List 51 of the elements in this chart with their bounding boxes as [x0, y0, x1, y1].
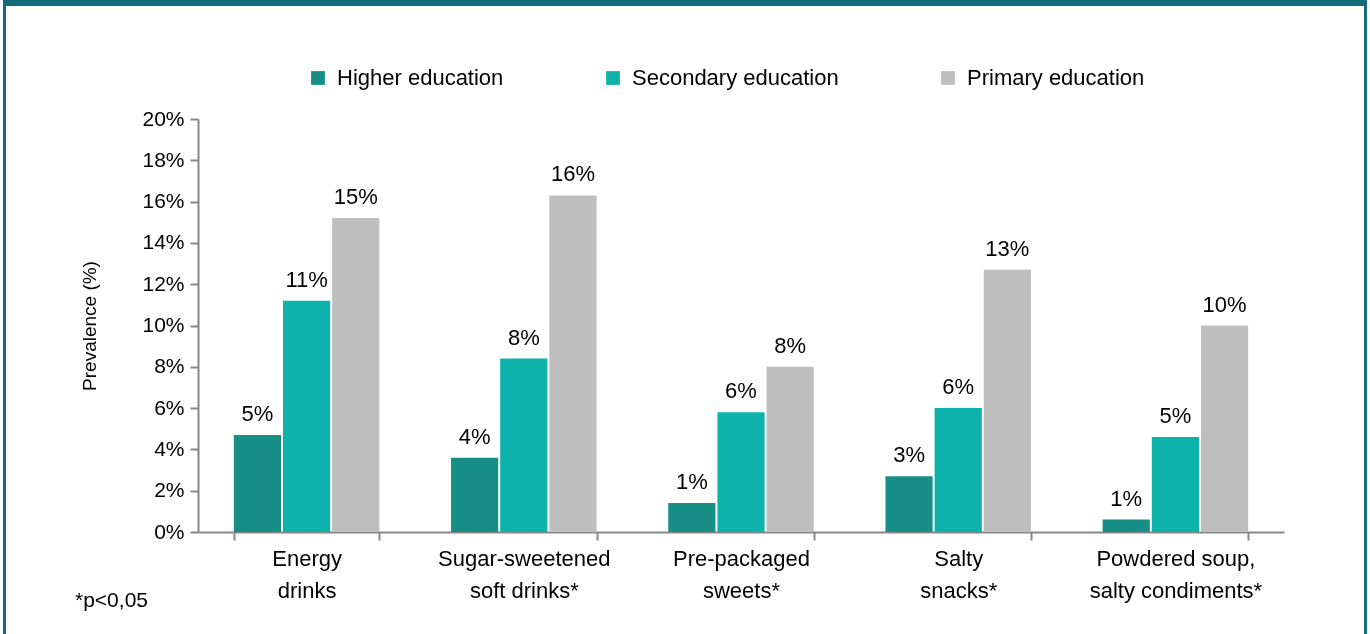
data-label: 10%: [1202, 291, 1247, 317]
bar: [1151, 437, 1199, 532]
data-label: 6%: [725, 378, 757, 404]
bar: [983, 269, 1031, 532]
legend-label: Secondary education: [632, 65, 839, 90]
x-tick-label: Sugar-sweetened soft drinks*: [438, 545, 611, 603]
y-tick-label: 2%: [154, 478, 185, 502]
bar: [885, 476, 933, 532]
y-tick-label: 10%: [142, 313, 185, 336]
bar: [1200, 325, 1249, 532]
data-label: 8%: [774, 332, 807, 358]
data-label: 8%: [507, 324, 540, 350]
y-tick-label: 0%: [154, 519, 185, 543]
data-label: 6%: [942, 374, 975, 400]
data-label: 5%: [1159, 403, 1192, 429]
y-tick-label: 6%: [154, 395, 185, 419]
bar: [451, 457, 499, 532]
text: *p<0,05: [75, 588, 148, 611]
data-label: 1%: [1110, 485, 1143, 511]
data-label: 3%: [893, 442, 925, 468]
data-label: 16%: [550, 161, 595, 187]
x-tick-label: Salty snacks*: [920, 545, 998, 603]
y-tick-label: 12%: [142, 271, 185, 295]
y-tick-label: 8%: [154, 354, 185, 378]
data-label: 11%: [285, 266, 328, 292]
y-tick-label: 18%: [142, 147, 185, 171]
bar: [549, 195, 597, 532]
data-label: 15%: [333, 184, 378, 210]
bar: [500, 358, 548, 532]
y-tick-label: 16%: [142, 189, 185, 213]
x-tick-label: Energy drinks: [272, 545, 342, 603]
bar: [332, 218, 380, 532]
legend-label: Higher education: [337, 65, 504, 90]
bar: [766, 366, 814, 532]
data-label: 13%: [985, 235, 1030, 261]
bar: [233, 434, 282, 532]
bar: [717, 412, 765, 532]
bar: [934, 408, 982, 532]
bar: [668, 503, 716, 532]
data-label: 5%: [241, 400, 274, 426]
y-tick-label: 4%: [154, 436, 185, 460]
y-tick-label: 20%: [142, 106, 185, 130]
x-tick-label: Pre-packaged sweets*: [673, 545, 810, 603]
data-label: 4%: [458, 423, 491, 449]
data-label: 1%: [675, 469, 708, 495]
bar: [283, 300, 331, 532]
x-tick-label: Powdered soup, salty condiments*: [1089, 545, 1263, 603]
y-tick-label: 14%: [142, 230, 185, 254]
bar: [1102, 519, 1150, 532]
y-axis-title: Prevalence (%): [79, 261, 101, 391]
legend-label: Primary education: [967, 65, 1145, 90]
